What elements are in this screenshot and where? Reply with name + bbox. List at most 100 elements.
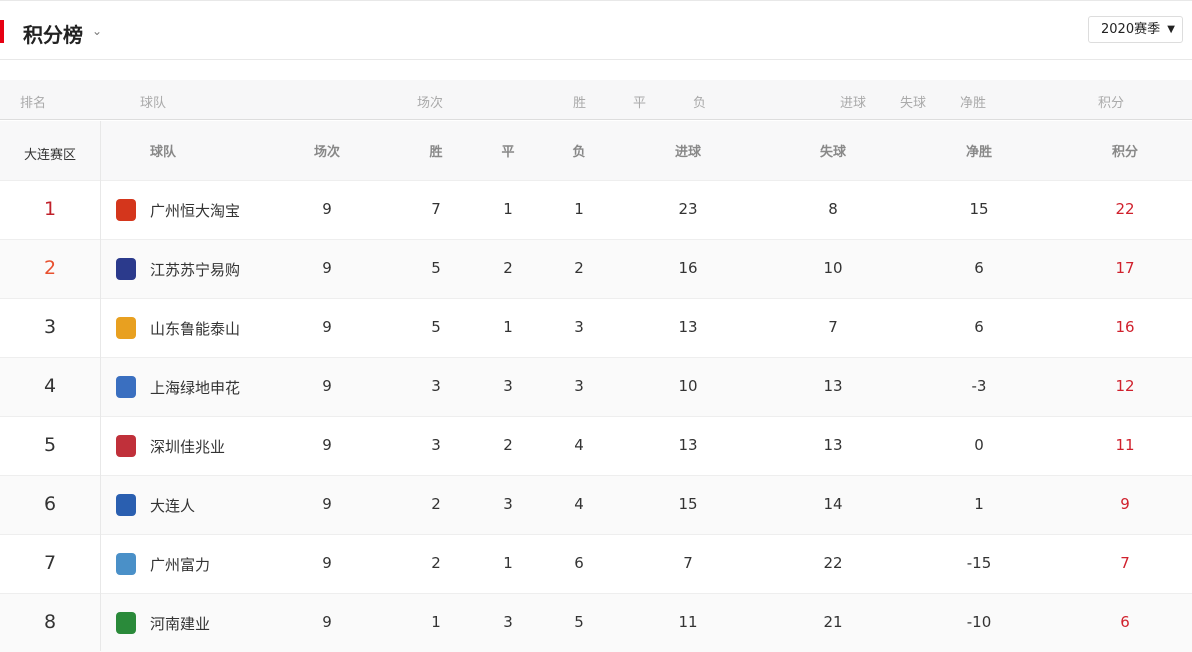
cell-gd: 1 xyxy=(974,495,984,513)
cell-gd: 15 xyxy=(969,200,989,218)
dropdown-triangle-icon: ▼ xyxy=(1167,24,1175,35)
cell-played: 9 xyxy=(322,259,332,277)
cell-l: 6 xyxy=(574,554,584,572)
cell-gd: 0 xyxy=(974,436,984,454)
team-logo-icon xyxy=(116,494,136,516)
table-row[interactable]: 2 江苏苏宁易购 9 5 2 2 16 10 6 17 xyxy=(0,239,1192,298)
table-row[interactable]: 7 广州富力 9 2 1 6 7 22 -15 7 xyxy=(0,534,1192,593)
top-divider xyxy=(0,0,1192,1)
cell-w: 2 xyxy=(431,495,441,513)
cell-d: 1 xyxy=(503,554,513,572)
rank: 1 xyxy=(43,198,57,220)
table-row[interactable]: 3 山东鲁能泰山 9 5 1 3 13 7 6 16 xyxy=(0,298,1192,357)
cell-played: 9 xyxy=(322,200,332,218)
cell-d: 1 xyxy=(503,200,513,218)
col-team: 球队 xyxy=(149,145,177,160)
cell-gf: 13 xyxy=(678,436,698,454)
team-logo-icon xyxy=(116,258,136,280)
cell-l: 1 xyxy=(574,200,584,218)
cell-ga: 8 xyxy=(828,200,838,218)
cell-l: 3 xyxy=(574,318,584,336)
season-value: 2020赛季 xyxy=(1101,22,1161,37)
team-name[interactable]: 江苏苏宁易购 xyxy=(150,261,241,279)
col-points: 积分 xyxy=(1111,145,1139,160)
col-played: 场次 xyxy=(313,145,341,160)
col-points: 积分 xyxy=(1098,96,1125,111)
col-played: 场次 xyxy=(417,96,444,111)
team-logo-icon xyxy=(116,612,136,634)
cell-w: 3 xyxy=(431,377,441,395)
team-name[interactable]: 广州富力 xyxy=(150,556,211,574)
team-logo-icon xyxy=(116,435,136,457)
cell-d: 2 xyxy=(503,259,513,277)
cell-w: 5 xyxy=(431,259,441,277)
cell-l: 5 xyxy=(574,613,584,631)
cell-gf: 7 xyxy=(683,554,693,572)
rank: 2 xyxy=(43,257,57,279)
zone-label: 大连赛区 xyxy=(23,148,77,163)
cell-gd: 6 xyxy=(974,259,984,277)
cell-played: 9 xyxy=(322,377,332,395)
team-logo-icon xyxy=(116,376,136,398)
cell-gf: 11 xyxy=(678,613,698,631)
col-won: 胜 xyxy=(573,96,587,111)
col-ga: 失球 xyxy=(819,145,847,160)
table-row[interactable]: 6 大连人 9 2 3 4 15 14 1 9 xyxy=(0,475,1192,534)
header-divider xyxy=(0,59,1192,60)
cell-gd: -3 xyxy=(971,377,987,395)
team-name[interactable]: 山东鲁能泰山 xyxy=(150,320,241,338)
col-team: 球队 xyxy=(140,96,167,111)
col-gf: 进球 xyxy=(840,96,867,111)
cell-played: 9 xyxy=(322,436,332,454)
cell-played: 9 xyxy=(322,495,332,513)
team-name[interactable]: 河南建业 xyxy=(150,615,211,633)
cell-w: 3 xyxy=(431,436,441,454)
cell-pts: 11 xyxy=(1115,436,1135,454)
team-name[interactable]: 广州恒大淘宝 xyxy=(150,202,241,220)
cell-pts: 12 xyxy=(1115,377,1135,395)
cell-pts: 9 xyxy=(1120,495,1130,513)
cell-ga: 13 xyxy=(823,377,843,395)
cell-ga: 21 xyxy=(823,613,843,631)
page-title[interactable]: 积分榜 xyxy=(23,23,83,47)
chevron-down-icon[interactable]: ⌄ xyxy=(92,24,103,38)
cell-gd: 6 xyxy=(974,318,984,336)
col-lost: 负 xyxy=(572,145,586,160)
cell-d: 1 xyxy=(503,318,513,336)
cell-pts: 6 xyxy=(1120,613,1130,631)
col-ga: 失球 xyxy=(900,96,927,111)
table-row[interactable]: 5 深圳佳兆业 9 3 2 4 13 13 0 11 xyxy=(0,416,1192,475)
cell-w: 2 xyxy=(431,554,441,572)
season-select[interactable]: 2020赛季 ▼ xyxy=(1088,16,1183,43)
cell-pts: 7 xyxy=(1120,554,1130,572)
team-name[interactable]: 上海绿地申花 xyxy=(150,379,241,397)
table-row[interactable]: 4 上海绿地申花 9 3 3 3 10 13 -3 12 xyxy=(0,357,1192,416)
cell-played: 9 xyxy=(322,554,332,572)
cell-played: 9 xyxy=(322,613,332,631)
table-header: 排名 球队 场次 胜 平 负 进球 失球 净胜 积分 xyxy=(0,80,1192,120)
col-won: 胜 xyxy=(429,145,443,160)
col-gf: 进球 xyxy=(674,145,702,160)
cell-ga: 14 xyxy=(823,495,843,513)
cell-ga: 7 xyxy=(828,318,838,336)
cell-pts: 17 xyxy=(1115,259,1135,277)
cell-w: 5 xyxy=(431,318,441,336)
cell-l: 2 xyxy=(574,259,584,277)
cell-w: 7 xyxy=(431,200,441,218)
col-lost: 负 xyxy=(693,96,707,111)
team-logo-icon xyxy=(116,199,136,221)
column-divider xyxy=(100,121,101,651)
team-name[interactable]: 深圳佳兆业 xyxy=(150,438,226,456)
table-row[interactable]: 1 广州恒大淘宝 9 7 1 1 23 8 15 22 xyxy=(0,180,1192,239)
rank: 3 xyxy=(43,316,57,338)
rank: 6 xyxy=(43,493,57,515)
cell-d: 2 xyxy=(503,436,513,454)
cell-l: 3 xyxy=(574,377,584,395)
cell-ga: 22 xyxy=(823,554,843,572)
table-row[interactable]: 8 河南建业 9 1 3 5 11 21 -10 6 xyxy=(0,593,1192,652)
cell-w: 1 xyxy=(431,613,441,631)
cell-played: 9 xyxy=(322,318,332,336)
rank: 8 xyxy=(43,611,57,633)
team-name[interactable]: 大连人 xyxy=(150,497,196,515)
cell-gf: 15 xyxy=(678,495,698,513)
